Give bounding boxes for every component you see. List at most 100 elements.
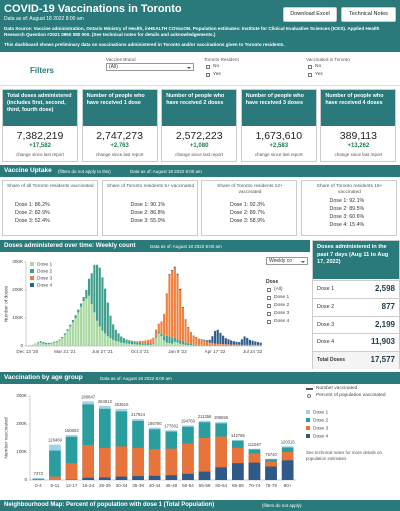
bar-segment xyxy=(82,297,85,302)
bar-segment xyxy=(157,323,160,332)
bar-segment xyxy=(157,332,160,334)
age-title: Vaccination by age group xyxy=(4,374,83,381)
bar xyxy=(115,446,128,480)
bar-segment xyxy=(42,343,45,346)
dose-option: Dose 4 xyxy=(274,319,290,324)
bar-segment xyxy=(109,315,112,339)
bar-segment xyxy=(71,319,75,323)
dose-option: Dose 1 xyxy=(274,295,290,300)
bar-segment xyxy=(200,339,203,345)
bar-segment xyxy=(240,339,243,345)
bar-segment xyxy=(93,264,96,313)
checkbox[interactable] xyxy=(206,73,210,77)
bar-segment xyxy=(195,344,198,346)
bar-segment xyxy=(171,270,174,339)
kpi-value: 389,113 xyxy=(339,130,377,142)
dose-filter-title: Dose xyxy=(266,279,279,285)
checkbox[interactable] xyxy=(267,296,271,300)
weekly-date: Data as of: August 18 2022 8:00 am xyxy=(150,243,222,249)
download-button[interactable]: Download Excel xyxy=(283,7,337,22)
checkbox[interactable] xyxy=(267,320,271,324)
dose-option: Dose 3 xyxy=(274,311,290,316)
brand-dropdown[interactable]: (All) xyxy=(106,63,194,71)
bar-segment xyxy=(95,264,99,321)
checkbox[interactable] xyxy=(308,65,312,69)
bar-segment xyxy=(69,326,72,346)
x-tick-label: 40-44 xyxy=(149,483,161,488)
bar-segment xyxy=(112,324,115,340)
bar-segment xyxy=(197,338,201,340)
bar-segment xyxy=(69,324,72,327)
bar-segment xyxy=(251,344,254,346)
bar-segment xyxy=(232,341,235,345)
age-header: Vaccination by age group Data as of: Aug… xyxy=(0,372,400,384)
bar-segment xyxy=(181,307,184,308)
bar-segment xyxy=(66,329,69,331)
bar xyxy=(165,475,178,480)
legend-radio[interactable] xyxy=(307,394,311,398)
checkbox[interactable] xyxy=(267,312,271,316)
measure-dropdown[interactable]: Weekly co xyxy=(266,257,308,265)
bar-segment xyxy=(195,337,198,338)
bar xyxy=(198,471,211,480)
bar-segment xyxy=(138,344,142,346)
row-value: 11,903 xyxy=(370,337,395,347)
x-tick-label: 50-54 xyxy=(182,483,194,488)
bar-segment xyxy=(36,342,40,344)
bar xyxy=(132,476,144,480)
map-subtitle: (filters do not apply) xyxy=(262,503,302,508)
bar-segment xyxy=(187,345,190,346)
bar-segment xyxy=(104,288,107,334)
bar-segment xyxy=(90,304,93,346)
bar-segment xyxy=(138,340,142,343)
bar-segment xyxy=(130,344,134,346)
bar-segment xyxy=(251,340,254,345)
bar-segment xyxy=(104,333,107,346)
bar-segment xyxy=(152,337,155,344)
x-tick-label: 18-24 xyxy=(82,483,94,488)
data-label: 160803 xyxy=(65,428,80,433)
bar-segment xyxy=(120,342,123,346)
bar-segment xyxy=(227,344,230,346)
bar xyxy=(115,476,128,480)
bar-segment xyxy=(128,340,131,344)
map-title: Neighbourhood Map: Percent of population… xyxy=(4,502,215,508)
bar-segment xyxy=(238,342,241,345)
bar-segment xyxy=(85,290,88,299)
uptake-box-title: Share of Toronto residents 18+ vaccinate… xyxy=(316,184,383,195)
table-row: Dose 4 11,903 xyxy=(313,333,399,351)
bar-segment xyxy=(53,342,56,346)
checkbox[interactable] xyxy=(267,288,271,292)
bar-segment xyxy=(248,339,252,345)
bar-segment xyxy=(189,344,193,346)
bar-segment xyxy=(122,338,125,344)
bar-segment xyxy=(117,341,120,346)
x-tick-label: Oct 3 '21 xyxy=(131,349,150,354)
kpi-row: Total doses administered (includes first… xyxy=(0,89,400,163)
bar-segment xyxy=(146,343,150,345)
checkbox[interactable] xyxy=(308,73,312,77)
bar-segment xyxy=(101,330,104,346)
bar-segment xyxy=(154,336,158,338)
bar-segment xyxy=(173,337,176,342)
notes-button[interactable]: Technical Notes xyxy=(341,7,396,22)
checkbox[interactable] xyxy=(267,304,271,308)
bar-segment xyxy=(154,337,158,346)
dose-option: (All) xyxy=(274,287,283,292)
bar-segment xyxy=(152,344,155,346)
header: COVID-19 Vaccinations in Toronto Data as… xyxy=(0,0,400,52)
bar-segment xyxy=(160,321,163,334)
legend-label: Dose 1 xyxy=(313,409,329,415)
bar-segment xyxy=(219,344,222,346)
x-tick-label: 70-74 xyxy=(249,483,261,488)
x-tick-label: 75-79 xyxy=(265,483,277,488)
bar-segment xyxy=(171,338,174,344)
y-tick-label: 100K xyxy=(12,315,24,320)
x-tick-label: Apr 17 '22 xyxy=(205,349,226,354)
checkbox[interactable] xyxy=(206,65,210,69)
bar-segment xyxy=(136,341,139,343)
row-value: 877 xyxy=(381,301,395,311)
uptake-line: Dose 2: 89.5% xyxy=(329,206,365,212)
bar-segment xyxy=(184,344,187,346)
legend-note: Percent of population vaccinated xyxy=(316,393,386,398)
